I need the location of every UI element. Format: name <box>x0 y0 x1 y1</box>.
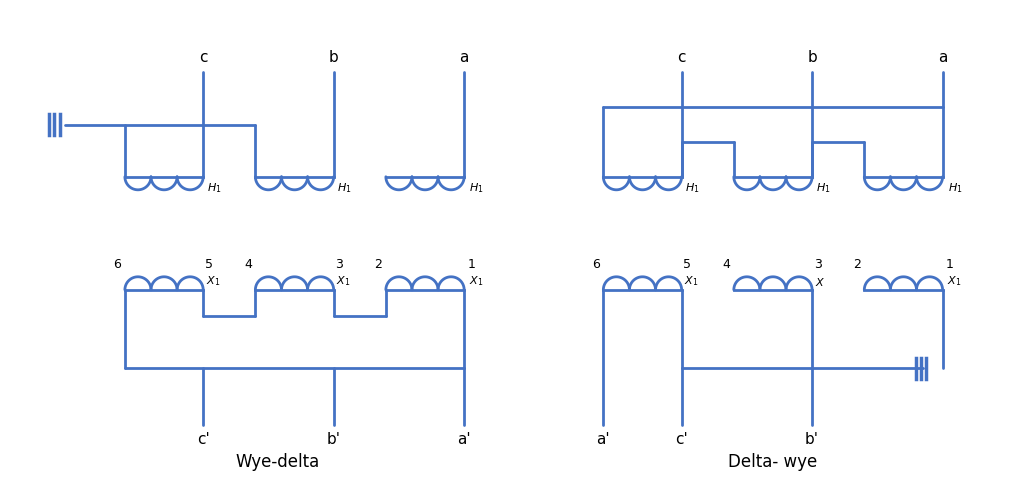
Text: 6: 6 <box>592 257 600 271</box>
Text: 1: 1 <box>468 257 475 271</box>
Text: c': c' <box>675 432 688 447</box>
Text: $H_1$: $H_1$ <box>207 181 221 195</box>
Text: Wye-delta: Wye-delta <box>234 453 319 471</box>
Text: b: b <box>329 50 339 65</box>
Text: 5: 5 <box>683 257 691 271</box>
Text: a: a <box>938 50 947 65</box>
Text: a': a' <box>597 432 610 447</box>
Text: $X_1$: $X_1$ <box>336 274 350 288</box>
Text: $H_1$: $H_1$ <box>685 181 699 195</box>
Text: $X_1$: $X_1$ <box>206 274 220 288</box>
Text: $X$: $X$ <box>815 276 825 288</box>
Text: $H_1$: $H_1$ <box>337 181 352 195</box>
Text: $H_1$: $H_1$ <box>948 181 963 195</box>
Text: $X_1$: $X_1$ <box>469 274 483 288</box>
Text: $H_1$: $H_1$ <box>815 181 830 195</box>
Text: Delta- wye: Delta- wye <box>728 453 817 471</box>
Text: b: b <box>807 50 817 65</box>
Text: c': c' <box>197 432 210 447</box>
Text: a: a <box>460 50 469 65</box>
Text: 6: 6 <box>114 257 122 271</box>
Text: 5: 5 <box>205 257 213 271</box>
Text: 4: 4 <box>244 257 252 271</box>
Text: b': b' <box>327 432 341 447</box>
Text: 2: 2 <box>853 257 861 271</box>
Text: 3: 3 <box>336 257 343 271</box>
Text: 2: 2 <box>375 257 382 271</box>
Text: a': a' <box>458 432 471 447</box>
Text: c: c <box>199 50 208 65</box>
Text: $X_1$: $X_1$ <box>947 274 962 288</box>
Text: 3: 3 <box>814 257 821 271</box>
Text: b': b' <box>805 432 819 447</box>
Text: $X_1$: $X_1$ <box>684 274 698 288</box>
Text: 4: 4 <box>723 257 730 271</box>
Text: $H_1$: $H_1$ <box>469 181 484 195</box>
Text: c: c <box>678 50 686 65</box>
Text: 1: 1 <box>946 257 954 271</box>
